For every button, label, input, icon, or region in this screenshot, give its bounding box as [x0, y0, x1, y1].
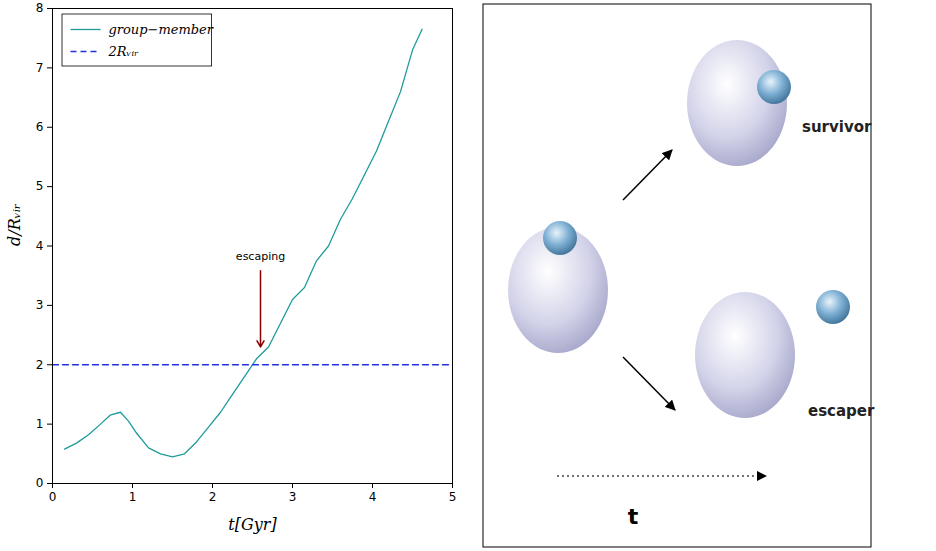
- svg-text:3: 3: [289, 490, 297, 504]
- svg-text:0: 0: [49, 490, 57, 504]
- svg-text:2: 2: [209, 490, 217, 504]
- svg-text:5: 5: [449, 490, 457, 504]
- svg-text:t[Gyr]: t[Gyr]: [228, 515, 277, 534]
- svg-text:2Rᵥᵢᵣ: 2Rᵥᵢᵣ: [108, 44, 140, 59]
- svg-text:survivor: survivor: [802, 118, 872, 136]
- svg-text:t: t: [628, 504, 639, 529]
- svg-text:4: 4: [36, 239, 44, 253]
- svg-text:5: 5: [36, 179, 44, 193]
- svg-text:8: 8: [36, 1, 44, 15]
- svg-text:1: 1: [129, 490, 137, 504]
- svg-text:3: 3: [36, 298, 44, 312]
- svg-text:1: 1: [36, 417, 44, 431]
- svg-text:d/Rᵥᵢᵣ: d/Rᵥᵢᵣ: [5, 203, 24, 246]
- svg-text:4: 4: [369, 490, 377, 504]
- svg-text:7: 7: [36, 61, 44, 75]
- svg-text:0: 0: [36, 476, 44, 490]
- svg-text:escaper: escaper: [808, 402, 875, 420]
- svg-text:escaping: escaping: [236, 250, 285, 263]
- svg-text:2: 2: [36, 358, 44, 372]
- svg-text:group−member: group−member: [109, 22, 214, 37]
- svg-text:6: 6: [36, 120, 44, 134]
